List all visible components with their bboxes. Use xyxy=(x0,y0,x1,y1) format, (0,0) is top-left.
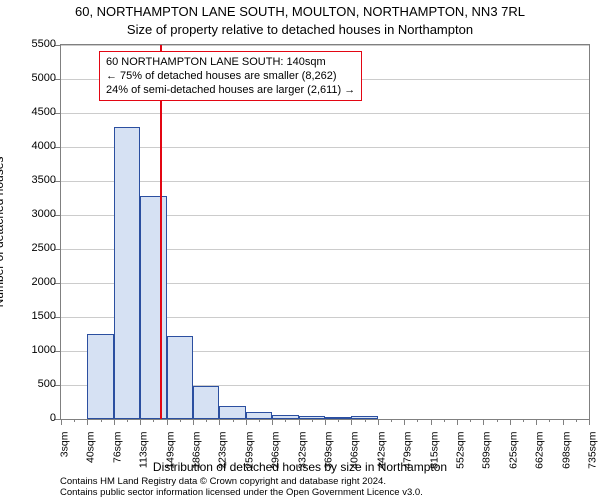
y-tick-label: 3000 xyxy=(6,209,56,220)
x-tick xyxy=(325,419,326,425)
y-tick-label: 2000 xyxy=(6,277,56,288)
x-tick-label: 76sqm xyxy=(112,432,123,492)
x-tick-label: 296sqm xyxy=(271,432,282,492)
histogram-bar xyxy=(140,196,166,419)
x-tick xyxy=(140,419,141,425)
x-tick xyxy=(378,419,379,425)
x-tick xyxy=(404,419,405,425)
x-tick-label: 552sqm xyxy=(456,432,467,492)
y-tick-label: 5500 xyxy=(6,39,56,50)
x-tick-label: 479sqm xyxy=(403,432,414,492)
x-tick-minor xyxy=(101,419,102,422)
y-tick-label: 5000 xyxy=(6,73,56,84)
x-tick xyxy=(114,419,115,425)
x-tick-label: 332sqm xyxy=(297,432,308,492)
x-tick xyxy=(299,419,300,425)
x-tick-label: 113sqm xyxy=(139,432,150,492)
gridline xyxy=(61,45,589,46)
x-tick-label: 369sqm xyxy=(324,432,335,492)
x-tick-label: 589sqm xyxy=(482,432,493,492)
x-tick-minor xyxy=(259,419,260,422)
histogram-bar xyxy=(246,412,272,419)
x-tick-minor xyxy=(576,419,577,422)
x-tick-minor xyxy=(233,419,234,422)
chart-subtitle: Size of property relative to detached ho… xyxy=(0,22,600,37)
x-tick xyxy=(536,419,537,425)
y-tick-label: 4500 xyxy=(6,107,56,118)
x-tick-label: 223sqm xyxy=(218,432,229,492)
y-tick-label: 4000 xyxy=(6,141,56,152)
annotation-box: 60 NORTHAMPTON LANE SOUTH: 140sqm ← 75% … xyxy=(99,51,362,101)
x-tick-label: 625sqm xyxy=(508,432,519,492)
x-tick-label: 40sqm xyxy=(86,432,97,492)
x-tick xyxy=(87,419,88,425)
x-tick xyxy=(219,419,220,425)
gridline xyxy=(61,147,589,148)
y-tick-label: 1000 xyxy=(6,345,56,356)
x-tick xyxy=(589,419,590,425)
histogram-bar xyxy=(219,406,245,419)
y-tick-label: 1500 xyxy=(6,311,56,322)
histogram-bar xyxy=(87,334,113,419)
x-tick-minor xyxy=(497,419,498,422)
x-tick xyxy=(61,419,62,425)
x-tick-label: 735sqm xyxy=(588,432,599,492)
gridline xyxy=(61,181,589,182)
x-tick-minor xyxy=(391,419,392,422)
x-tick-label: 3sqm xyxy=(60,432,71,492)
x-tick-label: 698sqm xyxy=(561,432,572,492)
y-tick-label: 0 xyxy=(6,413,56,424)
x-tick xyxy=(167,419,168,425)
x-tick-minor xyxy=(206,419,207,422)
x-tick xyxy=(431,419,432,425)
annotation-line: ← 75% of detached houses are smaller (8,… xyxy=(106,69,355,83)
x-tick-minor xyxy=(470,419,471,422)
x-tick xyxy=(510,419,511,425)
x-tick-minor xyxy=(338,419,339,422)
chart-container: 60, NORTHAMPTON LANE SOUTH, MOULTON, NOR… xyxy=(0,0,600,500)
x-tick xyxy=(483,419,484,425)
x-tick-minor xyxy=(523,419,524,422)
x-tick xyxy=(246,419,247,425)
x-tick xyxy=(272,419,273,425)
x-tick-minor xyxy=(365,419,366,422)
x-tick-minor xyxy=(417,419,418,422)
x-tick xyxy=(563,419,564,425)
gridline xyxy=(61,113,589,114)
x-tick-minor xyxy=(74,419,75,422)
histogram-bar xyxy=(114,127,140,419)
chart-title: 60, NORTHAMPTON LANE SOUTH, MOULTON, NOR… xyxy=(0,4,600,19)
x-tick-label: 662sqm xyxy=(535,432,546,492)
x-tick-label: 515sqm xyxy=(429,432,440,492)
marker-line xyxy=(160,45,162,419)
y-tick-label: 500 xyxy=(6,379,56,390)
histogram-bar xyxy=(193,386,219,419)
y-tick-label: 2500 xyxy=(6,243,56,254)
x-tick xyxy=(351,419,352,425)
x-tick-label: 406sqm xyxy=(350,432,361,492)
histogram-bar xyxy=(167,336,193,419)
x-tick-minor xyxy=(549,419,550,422)
x-tick-label: 149sqm xyxy=(165,432,176,492)
x-tick-label: 186sqm xyxy=(192,432,203,492)
x-tick-minor xyxy=(127,419,128,422)
plot-area: 60 NORTHAMPTON LANE SOUTH: 140sqm ← 75% … xyxy=(60,44,590,420)
x-tick-label: 442sqm xyxy=(376,432,387,492)
x-tick-minor xyxy=(153,419,154,422)
x-tick-minor xyxy=(312,419,313,422)
annotation-line: 60 NORTHAMPTON LANE SOUTH: 140sqm xyxy=(106,55,355,69)
y-tick-label: 3500 xyxy=(6,175,56,186)
x-tick-minor xyxy=(285,419,286,422)
x-tick-label: 259sqm xyxy=(244,432,255,492)
x-tick-minor xyxy=(180,419,181,422)
x-tick-minor xyxy=(444,419,445,422)
x-tick xyxy=(457,419,458,425)
annotation-line: 24% of semi-detached houses are larger (… xyxy=(106,83,355,97)
x-tick xyxy=(193,419,194,425)
